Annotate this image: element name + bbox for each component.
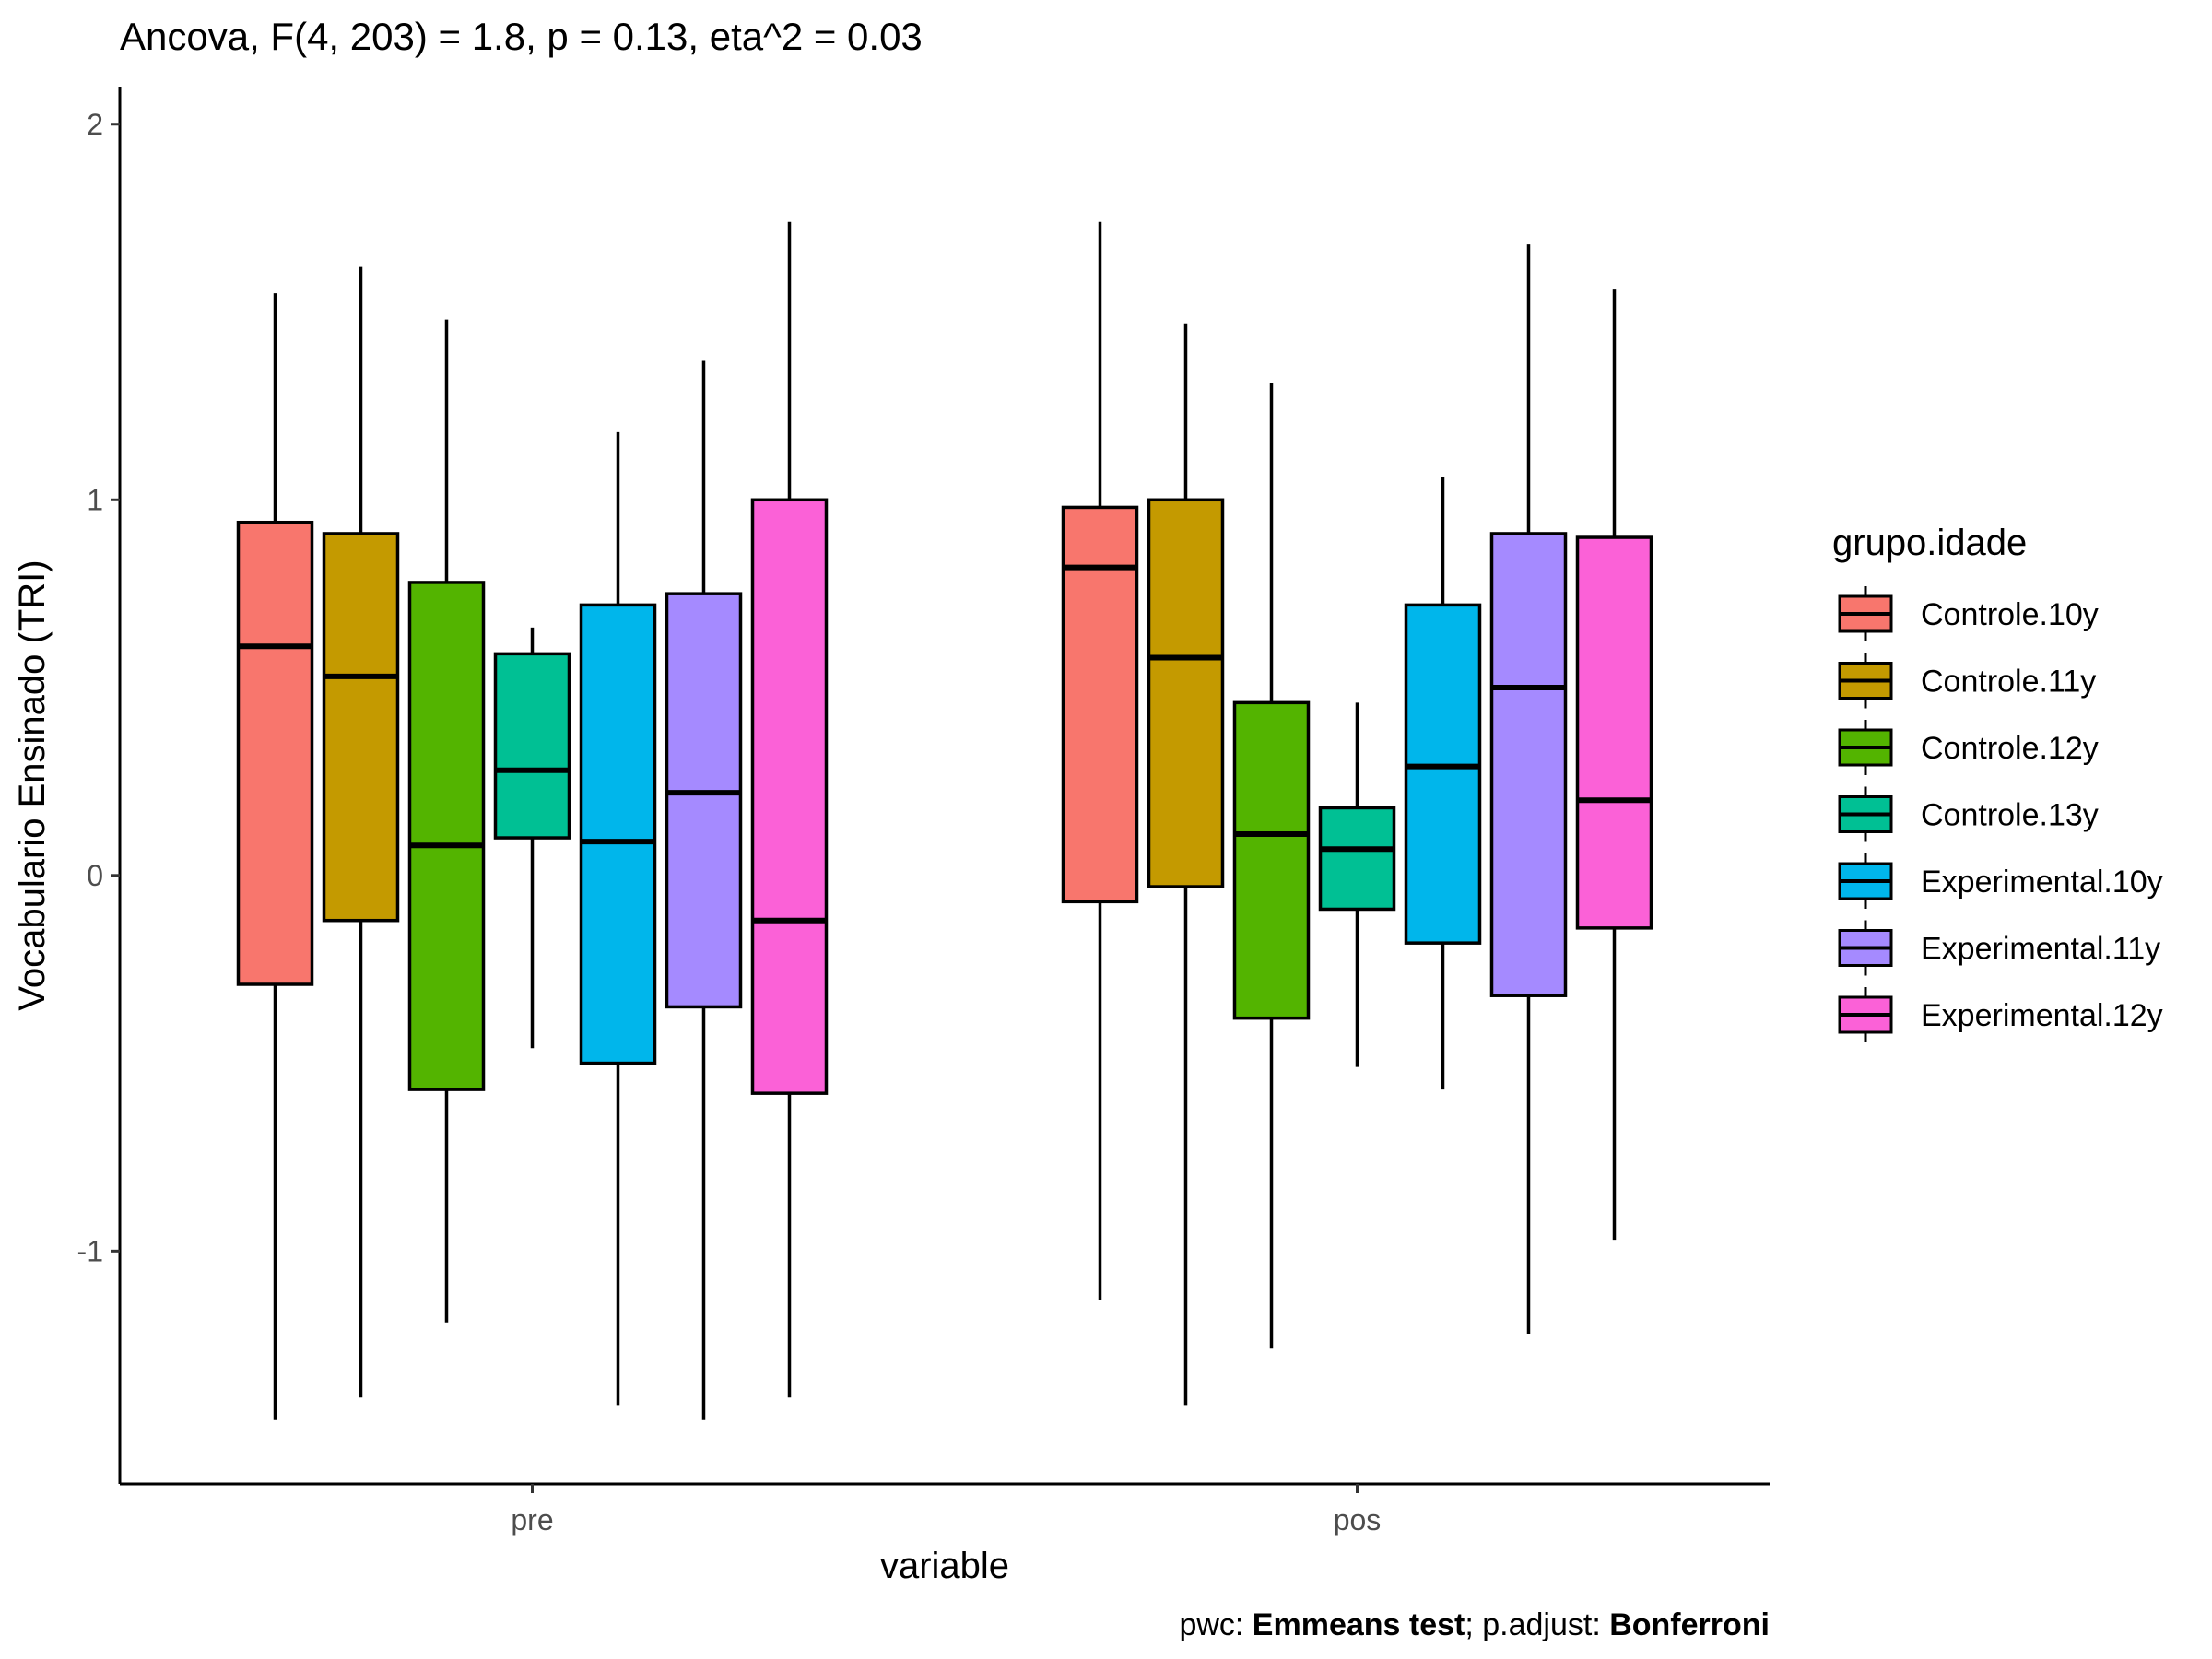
- box-Experimental.10y-pos: [1404, 477, 1482, 1090]
- y-tick-label: 2: [87, 108, 103, 141]
- legend-item: Controle.12y: [1838, 720, 2099, 775]
- box-Controle.10y-pos: [1061, 221, 1139, 1300]
- box-body: [1575, 535, 1653, 930]
- box-body: [1147, 498, 1225, 888]
- x-axis-ticks: pre pos: [511, 1484, 1381, 1536]
- box-body: [1404, 603, 1482, 945]
- legend-title: grupo.idade: [1832, 523, 2027, 563]
- legend-item: Controle.13y: [1838, 786, 2099, 842]
- box-Controle.11y-pre: [322, 266, 400, 1398]
- box-Controle.12y-pre: [407, 319, 486, 1323]
- y-tick-label: 0: [87, 859, 103, 892]
- box-Experimental.12y-pre: [750, 221, 829, 1398]
- legend-item: Experimental.10y: [1838, 853, 2163, 909]
- legend-label: Controle.12y: [1921, 731, 2099, 766]
- caption-prefix-2: ; p.adjust:: [1465, 1607, 1609, 1642]
- legend-item: Experimental.11y: [1838, 920, 2160, 976]
- box-Experimental.11y-pos: [1489, 244, 1568, 1334]
- box-Controle.13y-pre: [493, 627, 571, 1049]
- x-tick-label: pre: [511, 1503, 553, 1536]
- legend-label: Controle.11y: [1921, 665, 2096, 700]
- box-body: [1061, 505, 1139, 904]
- box-body: [1318, 806, 1396, 912]
- x-axis-title: variable: [880, 1546, 1009, 1586]
- legend-label: Experimental.11y: [1921, 932, 2160, 967]
- box-body: [665, 592, 743, 1009]
- y-axis-ticks: 2 1 0 -1: [77, 108, 120, 1267]
- y-tick-label: 1: [87, 483, 103, 516]
- caption-adjust-name: Bonferroni: [1609, 1607, 1770, 1642]
- box-Experimental.12y-pos: [1575, 289, 1653, 1241]
- y-tick-label: -1: [77, 1234, 103, 1267]
- legend-item: Controle.11y: [1838, 653, 2096, 709]
- caption: pwc: Emmeans test; p.adjust: Bonferroni: [1179, 1607, 1770, 1642]
- box-body: [236, 520, 314, 986]
- legend-item: Experimental.12y: [1838, 987, 2163, 1042]
- box-body: [322, 532, 400, 923]
- box-Controle.10y-pre: [236, 293, 314, 1420]
- box-body: [579, 603, 657, 1065]
- legend: grupo.idade Controle.10y Controle.11y Cont…: [1832, 523, 2163, 1042]
- box-body: [1232, 700, 1311, 1020]
- legend-item: Controle.10y: [1838, 586, 2099, 641]
- box-Experimental.11y-pre: [665, 360, 743, 1420]
- legend-label: Controle.13y: [1921, 798, 2099, 833]
- legend-label: Experimental.10y: [1921, 865, 2163, 900]
- box-body: [750, 498, 829, 1095]
- x-tick-label: pos: [1334, 1503, 1382, 1536]
- box-Controle.13y-pos: [1318, 702, 1396, 1067]
- box-body: [407, 581, 486, 1091]
- caption-test-name: Emmeans test: [1253, 1607, 1465, 1642]
- box-body: [493, 652, 571, 840]
- plot-area: [236, 221, 1653, 1420]
- caption-prefix-1: pwc:: [1179, 1607, 1252, 1642]
- box-body: [1489, 532, 1568, 997]
- box-Experimental.10y-pre: [579, 431, 657, 1406]
- legend-label: Controle.10y: [1921, 597, 2099, 632]
- box-Controle.11y-pos: [1147, 323, 1225, 1406]
- legend-label: Experimental.12y: [1921, 998, 2163, 1033]
- box-Controle.12y-pos: [1232, 382, 1311, 1349]
- y-axis-title: Vocabulario Ensinado (TRI): [12, 559, 53, 1010]
- chart-title: Ancova, F(4, 203) = 1.8, p = 0.13, eta^2…: [120, 15, 923, 58]
